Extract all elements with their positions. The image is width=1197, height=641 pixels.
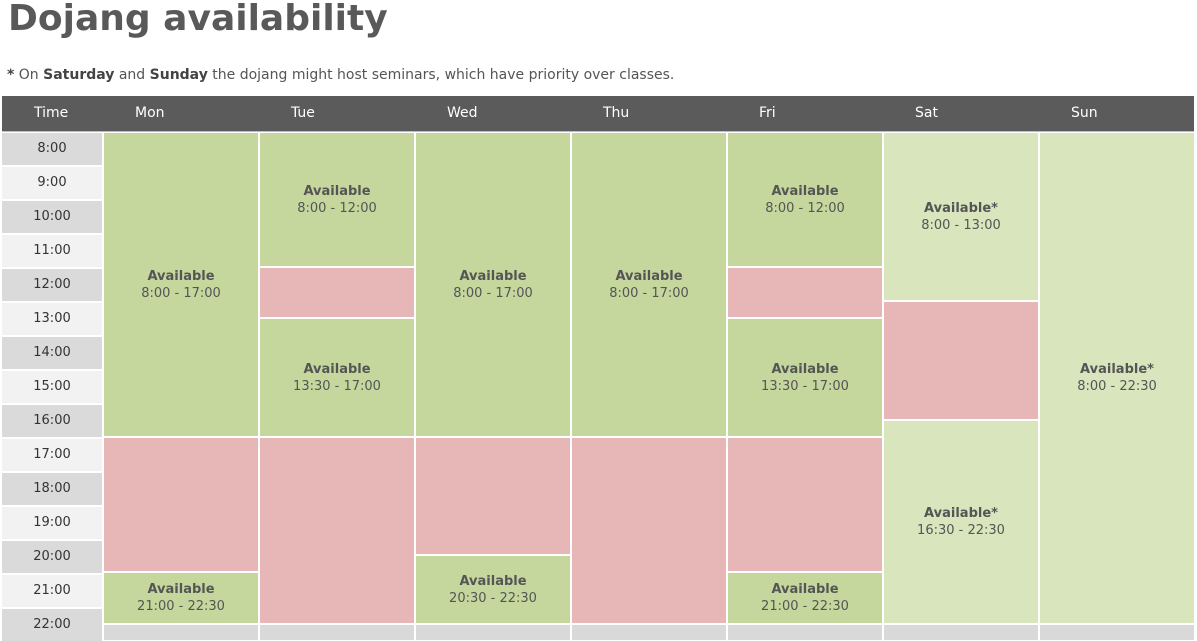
seminar-note: * On Saturday and Sunday the dojang migh… — [7, 67, 674, 83]
row-continuation — [572, 625, 726, 640]
slot-label: Available — [771, 361, 839, 377]
slot-range: 13:30 - 17:00 — [761, 378, 849, 394]
slot-range: 8:00 - 13:00 — [921, 217, 1001, 233]
slot-wed-available-2: Available 20:30 - 22:30 — [416, 556, 570, 623]
note-sunday: Sunday — [149, 67, 208, 83]
slot-fri-available-1: Available 8:00 - 12:00 — [728, 133, 882, 266]
row-continuation — [728, 625, 882, 640]
slot-thu-available: Available 8:00 - 17:00 — [572, 133, 726, 436]
row-continuation — [104, 625, 258, 640]
schedule-header: Time Mon Tue Wed Thu Fri Sat Sun — [2, 96, 1194, 131]
slot-mon-available-2: Available 21:00 - 22:30 — [104, 573, 258, 623]
slot-range: 21:00 - 22:30 — [761, 599, 849, 614]
time-slot: 22:00 — [2, 609, 102, 641]
row-continuation — [884, 625, 1038, 640]
time-slot: 14:00 — [2, 337, 102, 369]
slot-tue-available-2: Available 13:30 - 17:00 — [260, 319, 414, 436]
time-slot: 20:00 — [2, 541, 102, 573]
header-day-mon: Mon — [135, 105, 165, 121]
page-title: Dojang availability — [8, 0, 388, 39]
slot-sat-available-1: Available* 8:00 - 13:00 — [884, 133, 1038, 300]
header-time: Time — [34, 105, 69, 121]
slot-label: Available — [459, 268, 527, 284]
slot-range: 13:30 - 17:00 — [293, 378, 381, 394]
slot-label: Available — [147, 268, 215, 284]
time-slot: 16:00 — [2, 405, 102, 437]
slot-label: Available — [615, 268, 683, 284]
row-continuation — [416, 625, 570, 640]
time-slot: 15:00 — [2, 371, 102, 403]
slot-label: Available* — [924, 200, 998, 216]
slot-range: 20:30 - 22:30 — [449, 590, 537, 606]
slot-label: Available* — [1080, 362, 1154, 377]
note-text-2: and — [114, 67, 150, 83]
slot-range: 21:00 - 22:30 — [137, 599, 225, 614]
slot-fri-available-3: Available 21:00 - 22:30 — [728, 573, 882, 623]
slot-sat-busy — [884, 302, 1038, 419]
time-slot: 21:00 — [2, 575, 102, 607]
slot-range: 8:00 - 17:00 — [609, 285, 689, 301]
header-divider — [2, 131, 1194, 132]
header-day-sat: Sat — [915, 105, 938, 121]
note-text-3: the dojang might host seminars, which ha… — [207, 67, 675, 83]
slot-sun-available: Available* 8:00 - 22:30 — [1040, 133, 1194, 623]
slot-thu-busy — [572, 438, 726, 623]
time-slot: 17:00 — [2, 439, 102, 471]
header-day-tue: Tue — [291, 105, 315, 121]
slot-label: Available — [459, 573, 527, 589]
time-slot: 13:00 — [2, 303, 102, 335]
slot-range: 8:00 - 17:00 — [453, 285, 533, 301]
time-slot: 8:00 — [2, 133, 102, 165]
time-slot: 10:00 — [2, 201, 102, 233]
slot-label: Available — [771, 183, 839, 199]
slot-label: Available — [303, 361, 371, 377]
header-day-sun: Sun — [1071, 105, 1098, 121]
time-slot: 18:00 — [2, 473, 102, 505]
time-slot: 12:00 — [2, 269, 102, 301]
slot-fri-busy-1 — [728, 268, 882, 317]
time-slot: 11:00 — [2, 235, 102, 267]
header-day-fri: Fri — [759, 105, 776, 121]
slot-tue-busy-1 — [260, 268, 414, 317]
header-day-wed: Wed — [447, 105, 478, 121]
time-slot: 19:00 — [2, 507, 102, 539]
note-saturday: Saturday — [43, 67, 115, 83]
time-slot: 9:00 — [2, 167, 102, 199]
slot-mon-available-1: Available 8:00 - 17:00 — [104, 133, 258, 436]
slot-range: 8:00 - 22:30 — [1077, 379, 1157, 394]
row-continuation — [260, 625, 414, 640]
slot-wed-available-1: Available 8:00 - 17:00 — [416, 133, 570, 436]
row-continuation — [1040, 625, 1194, 640]
slot-mon-busy — [104, 438, 258, 571]
slot-label: Available — [303, 183, 371, 199]
slot-range: 8:00 - 17:00 — [141, 285, 221, 301]
note-text-1: On — [14, 67, 44, 83]
slot-range: 16:30 - 22:30 — [917, 523, 1005, 538]
slot-sat-available-2: Available* 16:30 - 22:30 — [884, 421, 1038, 623]
slot-wed-busy — [416, 438, 570, 554]
slot-tue-busy-2 — [260, 438, 414, 623]
slot-label: Available — [771, 582, 839, 597]
slot-range: 8:00 - 12:00 — [297, 200, 377, 216]
slot-fri-available-2: Available 13:30 - 17:00 — [728, 319, 882, 436]
note-asterisk: * — [7, 67, 15, 83]
slot-label: Available — [147, 582, 215, 597]
slot-label: Available* — [924, 506, 998, 521]
slot-fri-busy-2 — [728, 438, 882, 571]
header-day-thu: Thu — [603, 105, 630, 121]
slot-tue-available-1: Available 8:00 - 12:00 — [260, 133, 414, 266]
slot-range: 8:00 - 12:00 — [765, 200, 845, 216]
